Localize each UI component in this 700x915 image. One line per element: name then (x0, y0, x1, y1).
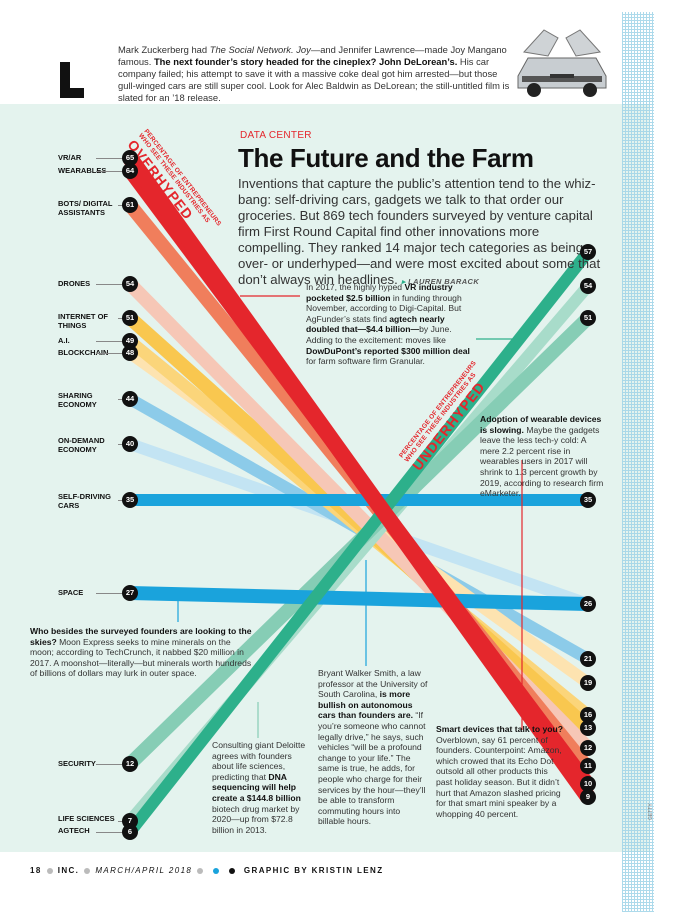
bump-chart (123, 153, 595, 836)
label-rule (118, 399, 124, 400)
underhyped-value-badge: 19 (580, 675, 596, 691)
category-label: ON-DEMAND ECONOMY (58, 436, 105, 454)
label-rule (96, 593, 124, 594)
underhyped-value-badge: 10 (580, 776, 596, 792)
note-smart-devices: Smart devices that talk to you? Overblow… (436, 724, 564, 819)
category-label: WEARABLES (58, 166, 107, 175)
note-wearables: Adoption of wearable devices is slowing.… (480, 414, 604, 499)
page-title: The Future and the Farm (238, 143, 534, 173)
category-label: SECURITY (58, 759, 96, 768)
band-space (129, 586, 589, 611)
category-label: DRONES (58, 279, 91, 288)
note-vr: In 2017, the highly hyped VR industry po… (306, 282, 470, 367)
label-rule (96, 284, 124, 285)
label-rule (118, 318, 124, 319)
overhyped-value-badge: 65 (122, 150, 138, 166)
underhyped-value-badge: 13 (580, 720, 596, 736)
halftone-pattern (622, 12, 654, 912)
category-label: SHARING ECONOMY (58, 391, 97, 409)
underhyped-value-badge: 51 (580, 310, 596, 326)
label-rule (96, 832, 124, 833)
overhyped-value-badge: 54 (122, 276, 138, 292)
category-label: BOTS/ DIGITAL ASSISTANTS (58, 199, 113, 217)
deck-text: Inventions that capture the public’s att… (238, 176, 601, 287)
note-bryant: Bryant Walker Smith, a law professor at … (318, 668, 428, 827)
label-rule (96, 158, 124, 159)
overhyped-value-badge: 27 (122, 585, 138, 601)
label-rule (118, 444, 124, 445)
underhyped-value-badge: 21 (580, 651, 596, 667)
overhyped-value-badge: 12 (122, 756, 138, 772)
category-label: VR/AR (58, 153, 82, 162)
delorean-car-icon (517, 29, 607, 97)
underhyped-value-badge: 9 (580, 789, 596, 805)
category-label: AGTECH (58, 826, 90, 835)
overhyped-value-badge: 61 (122, 197, 138, 213)
label-rule (118, 500, 124, 501)
photo-credit: GETTY (648, 803, 654, 820)
label-rule (118, 205, 124, 206)
category-label: A.I. (58, 336, 70, 345)
note-deloitte: Consulting giant Deloitte agrees with fo… (212, 740, 306, 835)
category-label: INTERNET OF THINGS (58, 312, 108, 330)
band-agtech (125, 248, 593, 836)
underhyped-value-badge: 35 (580, 492, 596, 508)
label-rule (96, 341, 124, 342)
overhyped-value-badge: 6 (122, 824, 138, 840)
overhyped-value-badge: 35 (122, 492, 138, 508)
overhyped-value-badge: 40 (122, 436, 138, 452)
overhyped-value-badge: 51 (122, 310, 138, 326)
category-label: SPACE (58, 588, 84, 597)
underhyped-value-badge: 54 (580, 278, 596, 294)
label-rule (96, 764, 124, 765)
note-space: Who besides the surveyed founders are lo… (30, 626, 252, 679)
intro-text: Mark Zuckerberg had The Social Network. … (118, 44, 510, 103)
overhyped-value-badge: 48 (122, 345, 138, 361)
drop-letter-l-foot (60, 88, 84, 98)
category-label: SELF-DRIVING CARS (58, 492, 111, 510)
category-label: LIFE SCIENCES (58, 814, 115, 823)
byline: ▸ LAUREN BARACK (401, 277, 480, 286)
band-vr-ar (123, 153, 595, 802)
underhyped-value-badge: 57 (580, 244, 596, 260)
drop-letter-l (60, 62, 70, 96)
underhyped-value-badge: 26 (580, 596, 596, 612)
label-rule (96, 171, 124, 172)
overhyped-value-badge: 44 (122, 391, 138, 407)
overhyped-value-badge: 64 (122, 163, 138, 179)
underhyped-value-badge: 12 (580, 740, 596, 756)
label-rule (96, 353, 124, 354)
underhyped-value-badge: 16 (580, 707, 596, 723)
footer: 18 INC. MARCH/APRIL 2018 GRAPHIC BY KRISTI… (30, 866, 384, 875)
label-rule (118, 821, 124, 822)
category-label: BLOCKCHAIN (58, 348, 109, 357)
kicker: DATA CENTER (240, 130, 312, 141)
underhyped-value-badge: 11 (580, 758, 596, 774)
